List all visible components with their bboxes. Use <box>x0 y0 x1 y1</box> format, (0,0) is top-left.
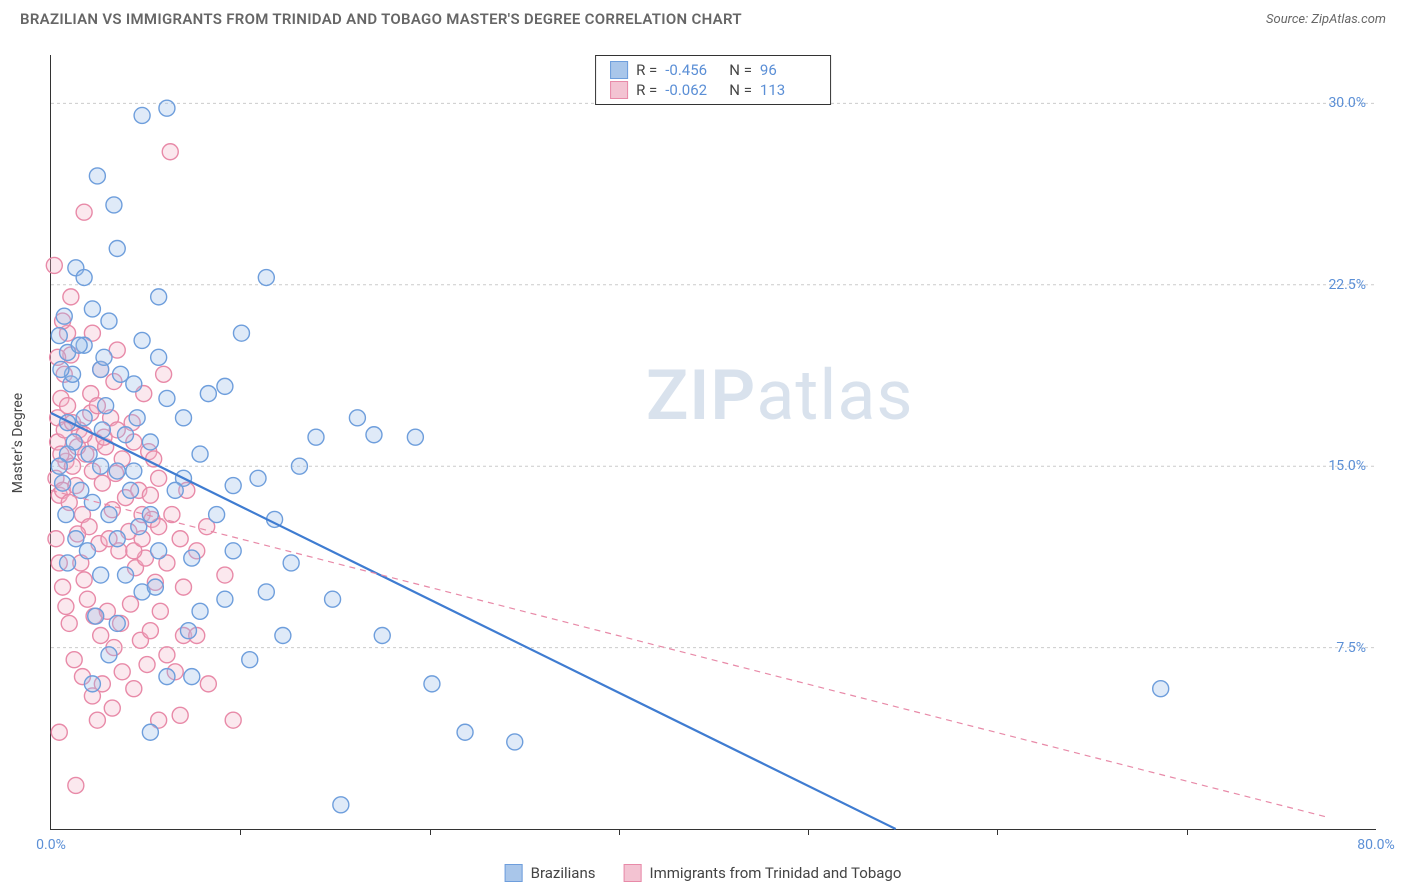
bottom-legend: Brazilians Immigrants from Trinidad and … <box>505 864 902 882</box>
stat-r-label: R = <box>636 61 657 79</box>
y-tick-label: 30.0% <box>1328 95 1366 111</box>
stat-n-label: N = <box>729 81 752 99</box>
plot-svg <box>51 55 1376 829</box>
plot-area: Master's Degree R = -0.456 N = 96 R = -0… <box>50 55 1376 830</box>
legend-swatch-trinidad <box>623 864 641 882</box>
x-minor-tick <box>430 829 431 835</box>
legend-item-brazilians: Brazilians <box>505 864 596 882</box>
legend-swatch-brazilians <box>505 864 523 882</box>
x-tick-label: 80.0% <box>1357 837 1395 853</box>
stat-r-value-brazilians: -0.456 <box>665 61 721 79</box>
stat-n-value-brazilians: 96 <box>760 61 816 79</box>
x-tick-label: 0.0% <box>36 837 66 853</box>
x-minor-tick <box>240 829 241 835</box>
x-minor-tick <box>1187 829 1188 835</box>
x-minor-tick <box>997 829 998 835</box>
x-minor-tick <box>808 829 809 835</box>
legend-item-trinidad: Immigrants from Trinidad and Tobago <box>623 864 901 882</box>
y-axis-label: Master's Degree <box>10 392 26 492</box>
stat-r-label: R = <box>636 81 657 99</box>
stats-row-trinidad: R = -0.062 N = 113 <box>610 80 816 100</box>
x-minor-tick <box>619 829 620 835</box>
swatch-trinidad <box>610 81 628 99</box>
stat-n-label: N = <box>729 61 752 79</box>
y-tick-label: 15.0% <box>1328 458 1366 474</box>
swatch-brazilians <box>610 61 628 79</box>
stat-n-value-trinidad: 113 <box>760 81 816 99</box>
y-tick-label: 22.5% <box>1328 277 1366 293</box>
stat-r-value-trinidad: -0.062 <box>665 81 721 99</box>
chart-container: BRAZILIAN VS IMMIGRANTS FROM TRINIDAD AN… <box>0 0 1406 892</box>
stats-row-brazilians: R = -0.456 N = 96 <box>610 60 816 80</box>
y-tick-label: 7.5% <box>1336 640 1366 656</box>
source-label: Source: ZipAtlas.com <box>1266 12 1386 27</box>
stats-legend: R = -0.456 N = 96 R = -0.062 N = 113 <box>595 55 831 105</box>
legend-label-brazilians: Brazilians <box>531 864 596 882</box>
title-bar: BRAZILIAN VS IMMIGRANTS FROM TRINIDAD AN… <box>0 0 1406 34</box>
legend-label-trinidad: Immigrants from Trinidad and Tobago <box>649 864 901 882</box>
chart-title: BRAZILIAN VS IMMIGRANTS FROM TRINIDAD AN… <box>20 10 742 28</box>
plot-border: ZIPatlas 7.5%15.0%22.5%30.0% 0.0%80.0% <box>50 55 1376 830</box>
